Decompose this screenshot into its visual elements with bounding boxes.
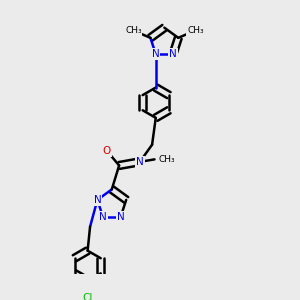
Text: N: N [117, 212, 124, 222]
Text: CH₃: CH₃ [125, 26, 142, 35]
Text: N: N [152, 49, 160, 59]
Text: O: O [103, 146, 111, 156]
Text: N: N [169, 49, 177, 59]
Text: N: N [136, 157, 144, 167]
Text: N: N [99, 212, 107, 222]
Text: Cl: Cl [82, 293, 93, 300]
Text: CH₃: CH₃ [158, 155, 175, 164]
Text: N: N [94, 195, 101, 205]
Text: CH₃: CH₃ [187, 26, 204, 35]
